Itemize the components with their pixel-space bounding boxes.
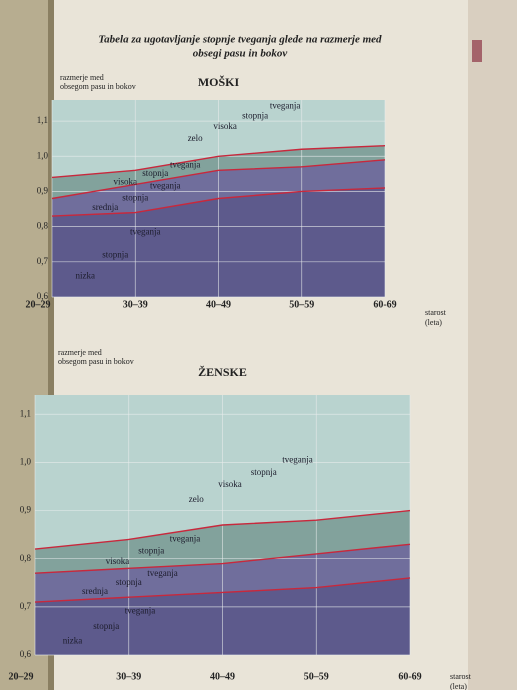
band-label: tveganja [147,568,178,578]
band-label: stopnja [251,467,277,477]
x-axis-label: starost [425,308,447,317]
y-tick-label: 0,6 [37,291,49,301]
x-tick-label: 50–59 [304,671,329,682]
page-title: obsegi pasu in bokov [193,48,288,60]
y-tick-label: 0,7 [20,601,32,611]
band-label: zelo [189,494,204,504]
band-label: tveganja [170,159,201,169]
band-label: stopnja [138,546,164,556]
gutter-edge [48,0,54,690]
band-label: visoka [213,121,237,131]
x-tick-label: 60-69 [373,299,396,310]
y-tick-label: 0,8 [20,553,32,563]
y-tick-label: 1,1 [20,408,31,418]
y-tick-label: 0,7 [37,256,49,266]
y-axis-label: razmerje med [60,73,104,82]
band-label: nizka [76,270,96,280]
band-label: visoka [106,556,130,566]
x-axis-label: (leta) [450,682,467,690]
y-axis-label: obsegom pasu in bokov [58,357,134,366]
x-tick-label: 40–49 [206,299,231,310]
risk-boundary [51,145,386,179]
x-tick-label: 20–29 [26,299,51,310]
band-label: zelo [188,133,203,143]
band-label: visoka [218,479,242,489]
y-tick-label: 0,8 [37,221,49,231]
y-axis-label: razmerje med [58,348,102,357]
band-label: tveganja [130,226,161,236]
x-axis-label: starost [450,672,472,681]
x-tick-label: 60-69 [398,671,421,682]
risk-boundary [34,577,411,603]
band-label: srednja [92,202,118,212]
x-tick-label: 50–59 [289,299,314,310]
y-tick-label: 1,0 [20,456,32,466]
x-axis-label: (leta) [425,318,442,327]
y-tick-label: 0,9 [37,186,49,196]
band-label: tveganja [282,455,313,465]
band-label: visoka [114,176,138,186]
risk-boundary [34,543,411,574]
x-tick-label: 30–39 [123,299,148,310]
x-tick-label: 20–29 [9,671,34,682]
band-label: srednja [82,586,108,596]
tab [472,40,482,62]
risk-boundary [51,187,386,217]
band-label: stopnja [142,168,168,178]
band-label: stopnja [122,193,148,203]
page-title: Tabela za ugotavljanje stopnje tveganja … [98,34,382,46]
band-label: stopnja [116,577,142,587]
x-tick-label: 30–39 [116,671,141,682]
band-label: nizka [63,635,83,645]
risk-boundary [51,159,386,200]
x-tick-label: 40–49 [210,671,235,682]
band-label: tveganja [125,605,156,615]
chart-title: MOŠKI [198,75,240,89]
page-edge [468,0,517,690]
band-label: stopnja [102,249,128,259]
risk-boundary [34,509,411,550]
y-tick-label: 0,6 [20,649,32,659]
y-tick-label: 1,1 [37,115,48,125]
band-label: stopnja [242,111,268,121]
y-tick-label: 1,0 [37,150,49,160]
band-label: tveganja [270,100,301,110]
y-axis-label: obsegom pasu in bokov [60,82,136,91]
band-label: tveganja [170,534,201,544]
band-label: tveganja [150,180,181,190]
y-tick-label: 0,9 [20,505,32,515]
band-label: stopnja [93,621,119,631]
chart-title: ŽENSKE [198,365,247,379]
